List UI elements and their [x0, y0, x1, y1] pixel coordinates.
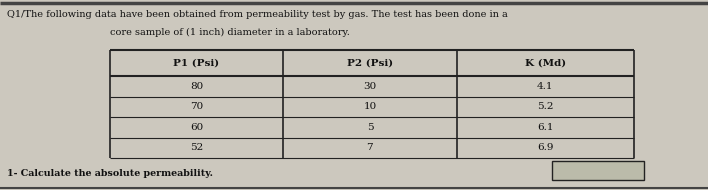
Text: 6.9: 6.9: [537, 143, 554, 152]
Text: 60: 60: [190, 123, 203, 132]
Text: 5.2: 5.2: [537, 102, 554, 111]
Text: 4.1: 4.1: [537, 82, 554, 91]
Text: 1- Calculate the absolute permeability.: 1- Calculate the absolute permeability.: [7, 169, 213, 177]
Text: 52: 52: [190, 143, 203, 152]
Text: core sample of (1 inch) diameter in a laboratory.: core sample of (1 inch) diameter in a la…: [110, 28, 350, 37]
Bar: [552, 161, 644, 180]
Text: 30: 30: [363, 82, 377, 91]
Text: P2 (Psi): P2 (Psi): [347, 59, 393, 68]
Text: 10: 10: [363, 102, 377, 111]
Text: 6.1: 6.1: [537, 123, 554, 132]
Text: P1 (Psi): P1 (Psi): [173, 59, 219, 68]
Text: 80: 80: [190, 82, 203, 91]
Text: Q1/The following data have been obtained from permeability test by gas. The test: Q1/The following data have been obtained…: [7, 10, 508, 19]
Text: 7: 7: [367, 143, 373, 152]
Text: 70: 70: [190, 102, 203, 111]
Text: K (Md): K (Md): [525, 59, 566, 68]
Text: 5: 5: [367, 123, 373, 132]
